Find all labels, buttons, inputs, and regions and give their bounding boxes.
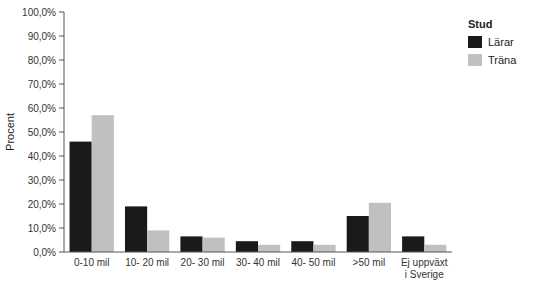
label-line: 20- 30 mil — [181, 257, 225, 268]
y-tick-label: 80,0% — [28, 55, 56, 66]
bar — [70, 142, 92, 252]
y-tick — [59, 252, 64, 253]
bar — [291, 241, 313, 252]
y-tick-label: 90,0% — [28, 31, 56, 42]
bar — [402, 236, 424, 252]
bar — [258, 245, 280, 252]
label-line: i Sverige — [405, 269, 444, 280]
legend: Stud Lärar Träna — [468, 18, 517, 66]
y-tick-label: 10,0% — [28, 223, 56, 234]
y-tick-label: 60,0% — [28, 103, 56, 114]
bar — [92, 115, 114, 252]
bar — [313, 245, 335, 252]
x-tick-label: 40- 50 mil — [291, 257, 335, 268]
chart: 0,0% 10,0% 20,0% 30,0% 40,0% 50,0% 60,0% 70,0% 8… — [0, 0, 559, 300]
bar — [347, 216, 369, 252]
y-tick-label: 0,0% — [33, 247, 56, 258]
bar — [147, 230, 169, 252]
legend-label: Lärar — [488, 36, 514, 48]
legend-swatch — [468, 36, 482, 48]
bar — [369, 203, 391, 252]
y-tick-label: 100,0% — [22, 7, 56, 18]
x-tick-label: 0-10 mil — [74, 257, 110, 268]
x-tick-label: 30- 40 mil — [236, 257, 280, 268]
legend-title: Stud — [468, 18, 492, 30]
label-line: >50 mil — [353, 257, 386, 268]
label-line: 0-10 mil — [74, 257, 110, 268]
y-tick — [59, 84, 64, 85]
x-axis — [64, 252, 452, 253]
y-tick — [59, 108, 64, 109]
x-tick-label: >50 mil — [353, 257, 386, 268]
bar — [236, 241, 258, 252]
label-line: Ej uppväxt — [401, 257, 448, 268]
bar — [180, 236, 202, 252]
y-tick — [59, 228, 64, 229]
x-tick-label: 20- 30 mil — [181, 257, 225, 268]
bar — [203, 238, 225, 252]
y-tick-label: 30,0% — [28, 175, 56, 186]
y-tick — [59, 132, 64, 133]
bars — [70, 115, 447, 252]
y-tick — [59, 156, 64, 157]
y-axis — [64, 12, 65, 252]
y-tick-label: 20,0% — [28, 199, 56, 210]
bar — [125, 206, 147, 252]
y-tick — [59, 60, 64, 61]
legend-swatch — [468, 54, 482, 66]
y-tick-label: 50,0% — [28, 127, 56, 138]
y-tick — [59, 204, 64, 205]
bar — [424, 245, 446, 252]
y-axis-label: Procent — [4, 113, 16, 151]
x-tick-label: Ej uppväxti Sverige — [401, 257, 448, 280]
x-tick-label: 10- 20 mil — [125, 257, 169, 268]
y-tick — [59, 36, 64, 37]
label-line: 10- 20 mil — [125, 257, 169, 268]
label-line: 30- 40 mil — [236, 257, 280, 268]
y-tick — [59, 180, 64, 181]
y-tick — [59, 12, 64, 13]
legend-label: Träna — [488, 54, 517, 66]
y-tick-label: 40,0% — [28, 151, 56, 162]
label-line: 40- 50 mil — [291, 257, 335, 268]
y-tick-label: 70,0% — [28, 79, 56, 90]
